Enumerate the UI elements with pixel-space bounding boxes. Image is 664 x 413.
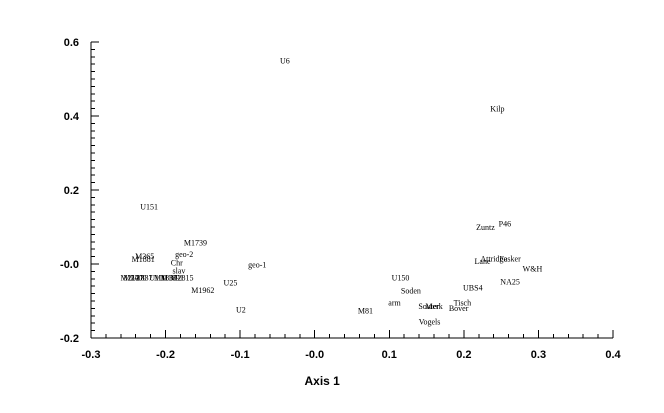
y-tick-label: -0.0 <box>60 259 79 271</box>
x-tick-label: -0.1 <box>231 349 250 361</box>
x-ticks: -0.3 -0.2 -0.1 -0.0 0.1 0.2 0.3 0.4 <box>82 330 622 361</box>
point-label: Bover <box>449 304 469 313</box>
point-label: geo-1 <box>248 261 266 270</box>
point-label: Souter <box>418 302 439 311</box>
point-label: M81 <box>358 306 373 315</box>
x-tick-label: 0.4 <box>605 349 621 361</box>
point-label: Lane <box>475 257 491 266</box>
point-label: Kilp <box>490 105 504 114</box>
x-tick-label: -0.3 <box>82 349 101 361</box>
point-label: Fasker <box>499 254 521 263</box>
point-label: M1835 <box>154 274 177 283</box>
point-label: Merk <box>425 302 442 311</box>
point-label: U2 <box>236 306 246 315</box>
point-label: arm <box>388 298 401 307</box>
point-label: M1739 <box>184 239 207 248</box>
point-label: U25 <box>224 279 238 288</box>
point-label: U100 <box>149 274 167 283</box>
point-label: Chr <box>171 259 183 268</box>
y-tick-label: 0.4 <box>64 111 80 123</box>
point-label: M1962 <box>191 286 214 295</box>
point-label: Attridge <box>480 254 507 263</box>
x-tick-label: -0.2 <box>156 349 175 361</box>
point-label: geo-2 <box>175 250 193 259</box>
point-label: M2400 <box>123 274 146 283</box>
point-label: M365 <box>135 252 154 261</box>
point-label: M2127 <box>120 274 143 283</box>
point-label: W&H <box>523 264 543 273</box>
x-tick-label: -0.0 <box>305 349 324 361</box>
point-label: Zuntz <box>476 223 495 232</box>
point-label: U6 <box>280 57 290 66</box>
x-tick-label: 0.1 <box>382 349 397 361</box>
point-label: P46 <box>499 219 511 228</box>
point-label: Tisch <box>454 298 472 307</box>
y-ticks: -0.2 -0.0 0.2 0.4 0.6 <box>60 37 99 345</box>
point-label: U150 <box>392 273 410 282</box>
point-label: Soden <box>401 286 421 295</box>
axes <box>90 42 613 339</box>
y-tick-label: 0.2 <box>64 185 79 197</box>
point-label: slav <box>173 267 186 276</box>
x-axis-title: Axis 1 <box>304 374 340 388</box>
point-label: NA25 <box>500 277 520 286</box>
x-tick-label: 0.2 <box>456 349 471 361</box>
x-tick-label: 0.3 <box>531 349 546 361</box>
point-label: U1837 <box>131 274 153 283</box>
point-label: M1891 <box>161 274 184 283</box>
point-label: M2815 <box>170 274 193 283</box>
point-label: UBS4 <box>463 283 483 292</box>
point-label: M1881 <box>132 255 155 264</box>
point-label: U151 <box>140 203 158 212</box>
y-tick-label: 0.6 <box>64 37 79 49</box>
point-label: Vogels <box>419 317 441 326</box>
y-tick-label: -0.2 <box>60 333 79 345</box>
